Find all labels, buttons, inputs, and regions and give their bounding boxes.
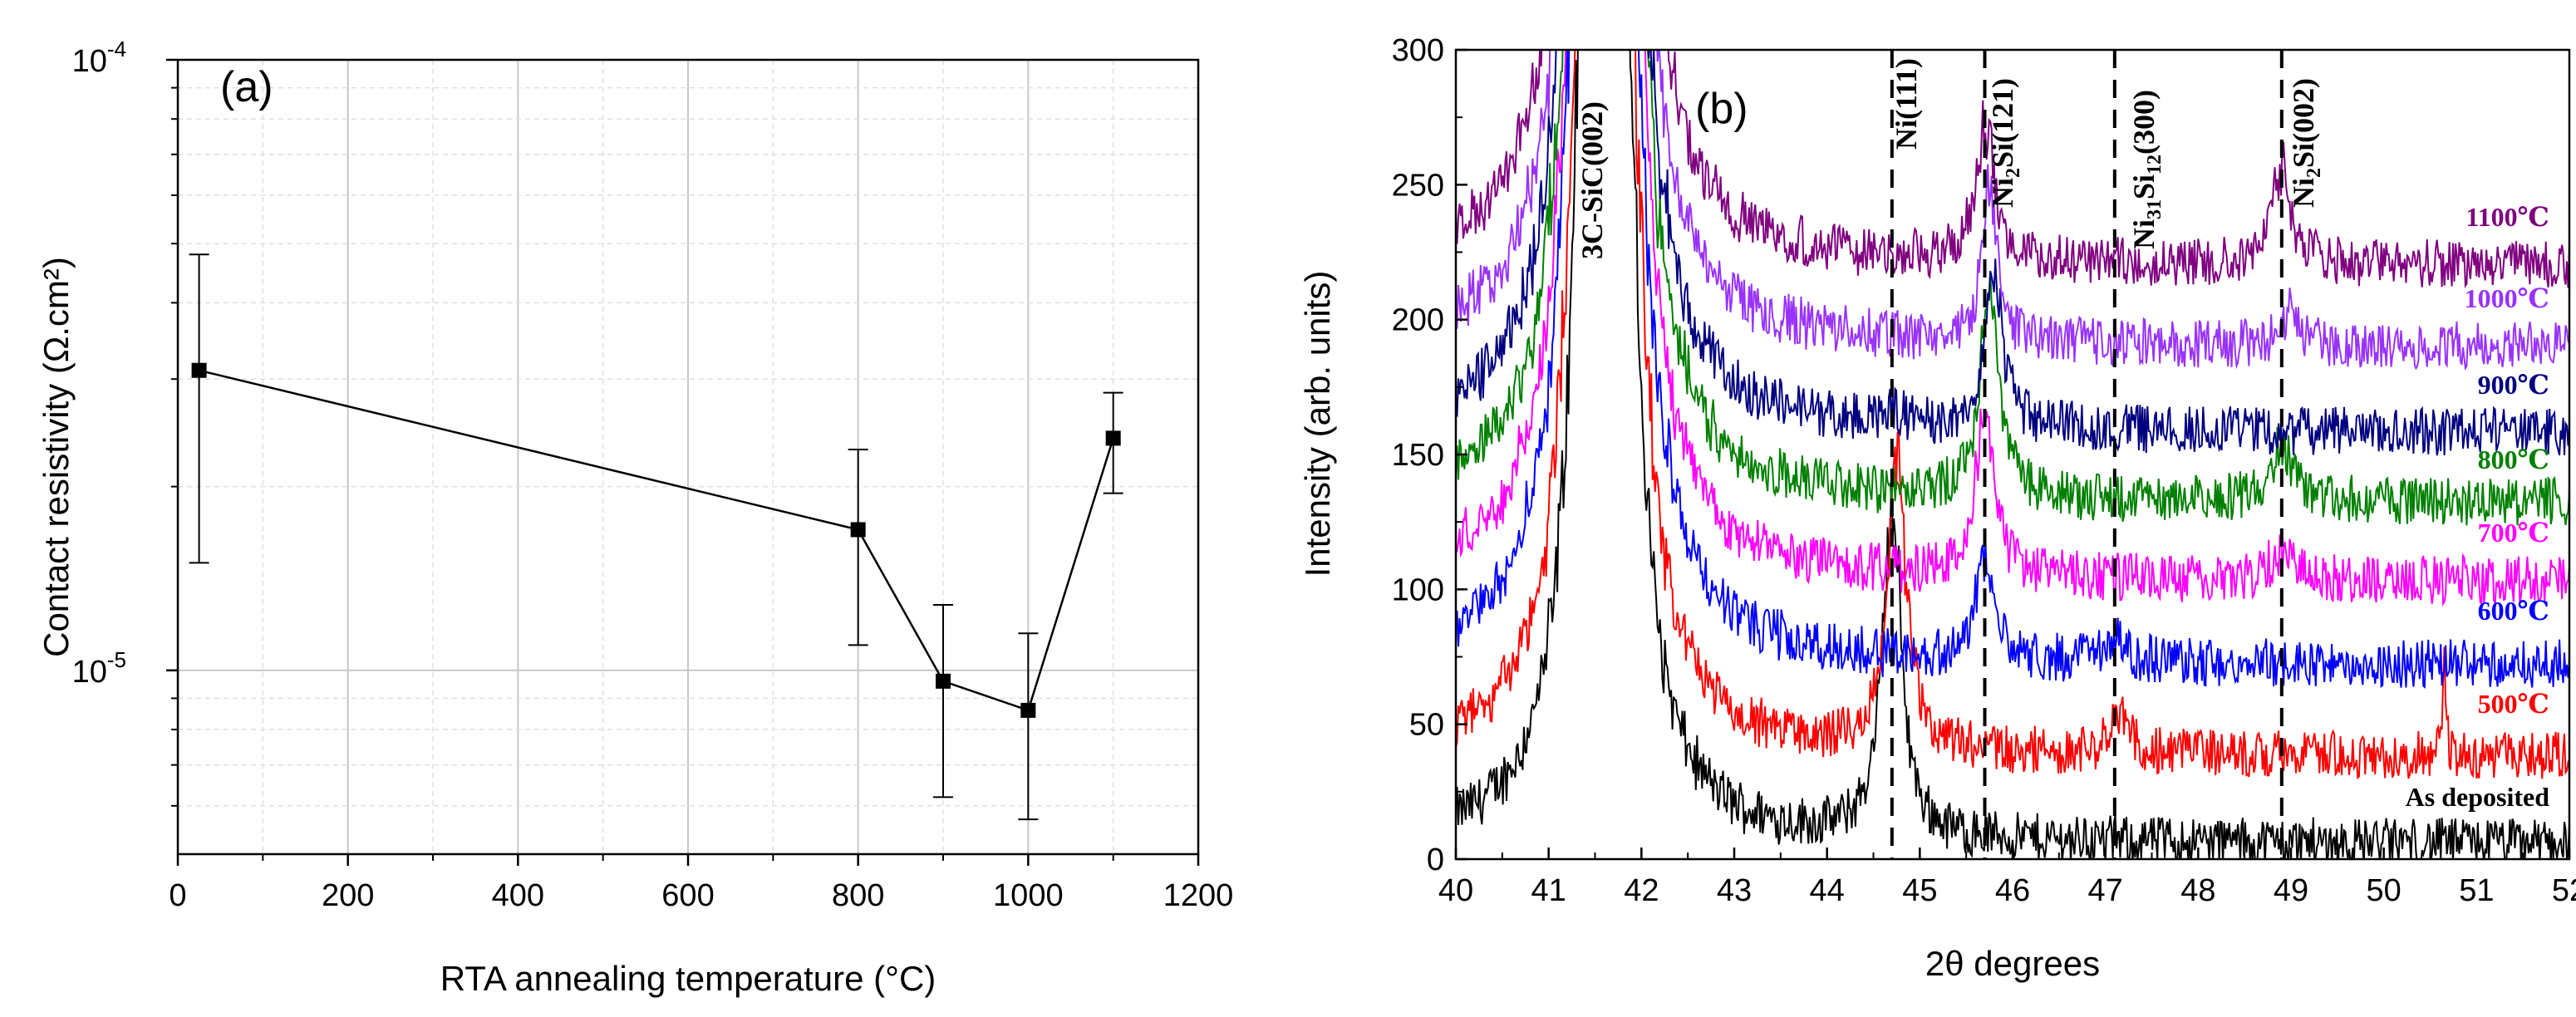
panel-a-grid — [178, 60, 1198, 854]
panel-a-label: (a) — [220, 63, 273, 111]
panel-b-annotations: 3C-SiC(002) Ni(111) Ni2Si(121) Ni31Si12(300… — [1576, 58, 2549, 812]
panel-b-peak-reference-lines — [1890, 50, 2283, 859]
error-bar — [848, 449, 868, 646]
x-tick-label: 1000 — [993, 878, 1064, 913]
error-bar — [933, 604, 953, 798]
series-label: 1000℃ — [2465, 283, 2549, 313]
error-bar — [1018, 632, 1039, 821]
series-label: 900℃ — [2478, 370, 2549, 400]
y-tick-label: 50 — [1409, 708, 1444, 743]
x-tick-label: 1200 — [1163, 878, 1234, 913]
x-tick-label: 44 — [1810, 873, 1845, 908]
xrd-trace — [1456, 50, 2569, 526]
xrd-trace — [1456, 50, 2569, 288]
x-tick-label: 400 — [492, 878, 544, 913]
x-tick-label: 800 — [832, 878, 884, 913]
series-label: 500℃ — [2478, 689, 2549, 719]
peak-label-ni2si-121: Ni2Si(121) — [1986, 78, 2024, 208]
panel-b-label: (b) — [1695, 85, 1748, 133]
y-tick-label: 0 — [1427, 843, 1444, 877]
data-point — [1020, 702, 1036, 718]
x-tick-label: 41 — [1531, 873, 1566, 908]
xrd-trace — [1456, 50, 2569, 780]
panel-b-x-axis-label: 2θ degrees — [1925, 944, 2100, 983]
y-tick-label: 300 — [1392, 33, 1444, 68]
x-tick-label: 200 — [322, 878, 374, 913]
x-tick-label: 45 — [1902, 873, 1937, 908]
x-tick-label: 43 — [1717, 873, 1752, 908]
x-tick-label: 51 — [2459, 873, 2494, 908]
xrd-trace — [1456, 50, 2569, 690]
error-bar — [189, 253, 209, 564]
peak-label-ni-111: Ni(111) — [1890, 58, 1923, 150]
xrd-trace — [1456, 50, 2569, 607]
series-label: As deposited — [2406, 782, 2550, 812]
peak-label-ni2si-002: Ni2Si(002) — [2287, 78, 2325, 208]
panel-b-x-ticks: 40 41 42 43 44 45 46 47 48 49 50 51 52 — [1438, 848, 2576, 908]
data-point — [850, 522, 866, 538]
x-tick-label: 42 — [1624, 873, 1659, 908]
panel-a-plot — [189, 253, 1123, 821]
panel-a: 0 200 400 600 800 1000 1200 10-4 10-5 (a) RTA a… — [37, 37, 1233, 998]
panel-a-x-ticks: 0 200 400 600 800 1000 1200 — [169, 854, 1233, 913]
y-tick-label: 100 — [1392, 572, 1444, 607]
y-tick-label: 250 — [1392, 168, 1444, 203]
panel-b-plot — [1456, 50, 2569, 859]
panel-b-y-axis-label: Intensity (arb. units) — [1298, 271, 1337, 577]
x-tick-label: 52 — [2552, 873, 2576, 908]
y-tick-label: 10-4 — [72, 37, 126, 79]
x-tick-label: 50 — [2367, 873, 2401, 908]
panel-b-y-ticks: 0 50 100 150 200 250 300 — [1392, 33, 1467, 877]
panel-a-y-axis-label: Contact resistivity (Ω.cm²) — [37, 257, 76, 657]
data-point — [936, 673, 951, 689]
x-tick-label: 48 — [2180, 873, 2215, 908]
x-tick-label: 49 — [2274, 873, 2308, 908]
x-tick-label: 40 — [1438, 873, 1473, 908]
xrd-trace — [1456, 50, 2569, 371]
data-point — [1105, 430, 1121, 446]
xrd-trace — [1456, 50, 2569, 859]
data-point — [191, 362, 207, 378]
panel-b: 40 41 42 43 44 45 46 47 48 49 50 51 52 0 50 100 150 200 2… — [1298, 33, 2576, 983]
y-tick-label: 150 — [1392, 438, 1444, 473]
x-tick-label: 46 — [1995, 873, 2030, 908]
panel-a-x-axis-label: RTA annealing temperature (°C) — [440, 959, 937, 998]
y-tick-label: 200 — [1392, 303, 1444, 338]
series-label: 700℃ — [2478, 518, 2549, 548]
x-tick-label: 47 — [2088, 873, 2123, 908]
x-tick-label: 600 — [661, 878, 714, 913]
x-tick-label: 0 — [169, 878, 186, 913]
series-label: 800℃ — [2478, 445, 2549, 474]
series-label: 600℃ — [2478, 596, 2549, 626]
substrate-peak-label: 3C-SiC(002) — [1576, 101, 1609, 259]
series-label: 1100℃ — [2465, 202, 2549, 232]
peak-label-ni31si12-300: Ni31Si12(300) — [2127, 90, 2166, 249]
xrd-trace — [1456, 50, 2569, 456]
data-line — [199, 369, 1114, 712]
y-tick-label: 10-5 — [72, 647, 126, 690]
panel-a-y-ticks: 10-4 10-5 — [72, 37, 178, 807]
